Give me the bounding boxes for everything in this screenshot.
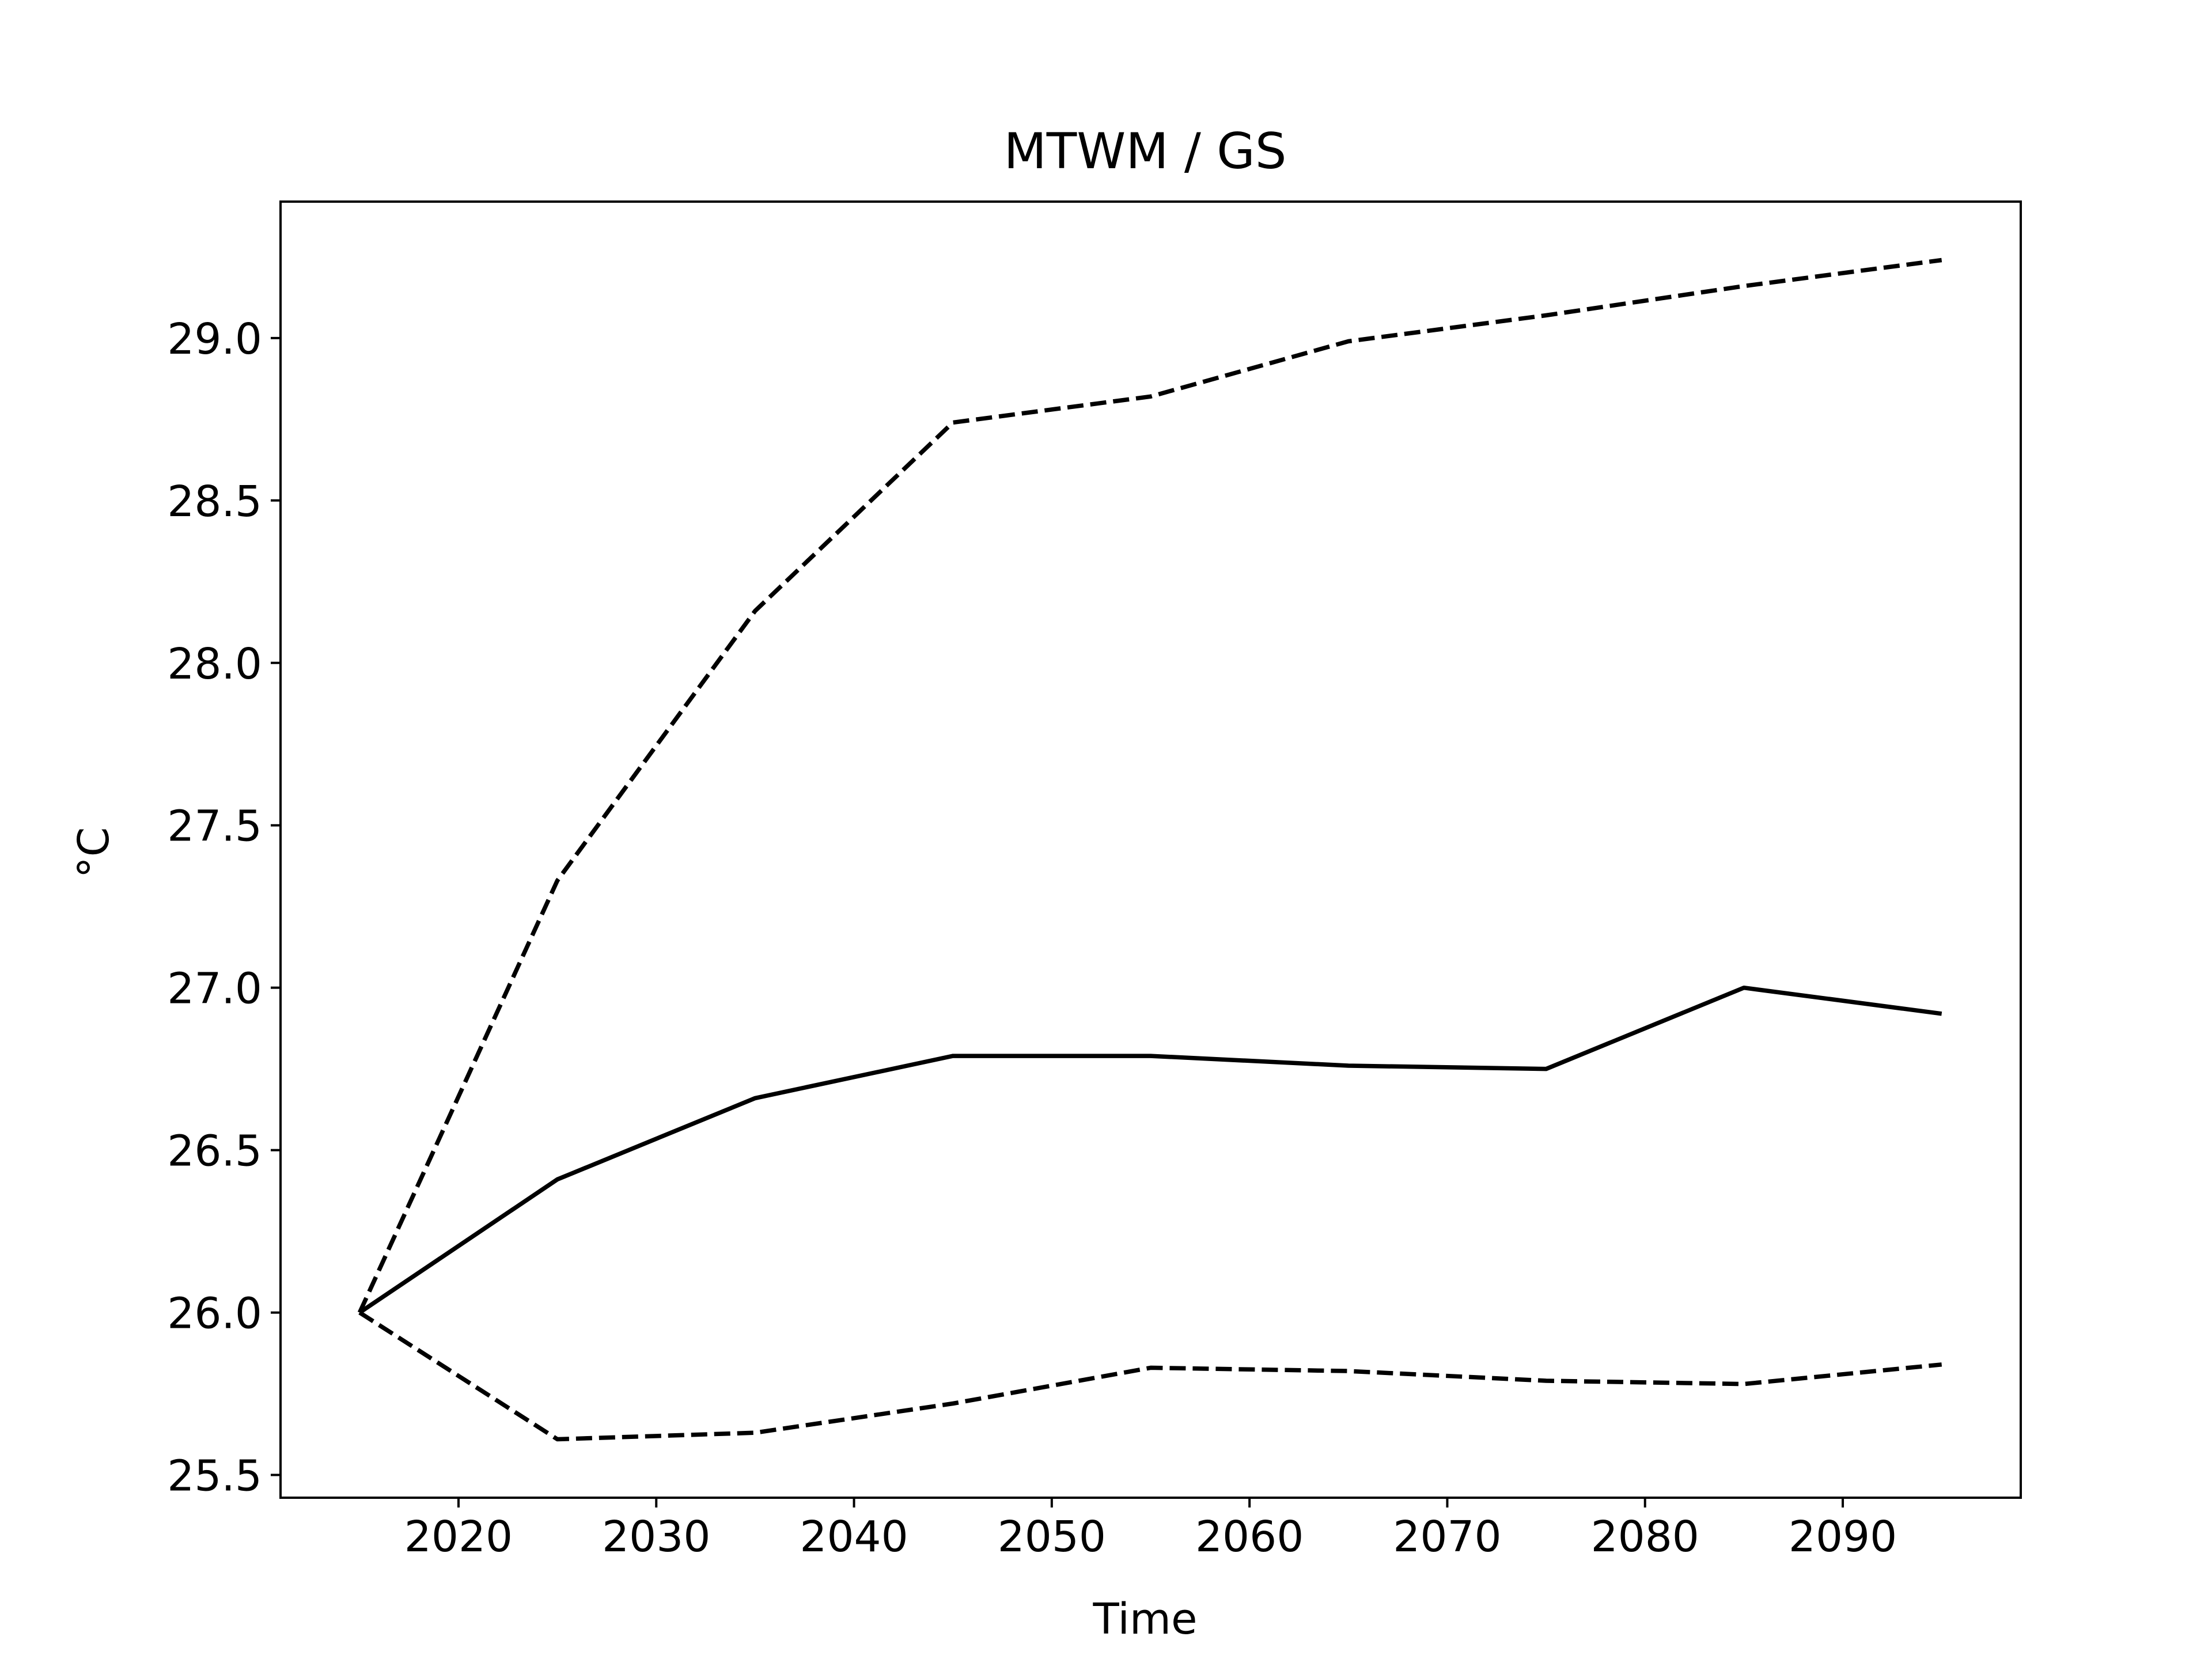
x-tick-label-2070: 2070 bbox=[1393, 1512, 1501, 1562]
y-tick-label-29: 29.0 bbox=[167, 315, 262, 364]
series-line-2 bbox=[357, 257, 1942, 1314]
y-tick-label-28.5: 28.5 bbox=[167, 477, 262, 527]
x-tick-label-2030: 2030 bbox=[602, 1512, 710, 1562]
y-tick-label-27: 27.0 bbox=[167, 964, 262, 1014]
x-axis-label: Time bbox=[1092, 1594, 1197, 1644]
chart-title: MTWM / GS bbox=[1004, 123, 1287, 180]
x-tick-label-2060: 2060 bbox=[1195, 1512, 1304, 1562]
y-tick-label-25.5: 25.5 bbox=[167, 1452, 262, 1501]
y-tick-label-26.5: 26.5 bbox=[167, 1127, 262, 1176]
x-tick-label-2040: 2040 bbox=[800, 1512, 908, 1562]
plot-area: 2020 2030 2040 2050 2060 2070 2080 2090 25.5 26.0… bbox=[167, 200, 2022, 1562]
x-tick-label-2080: 2080 bbox=[1591, 1512, 1699, 1562]
x-tick-label-2020: 2020 bbox=[404, 1512, 513, 1562]
y-tick-label-26: 26.0 bbox=[167, 1289, 262, 1339]
series-line-1 bbox=[358, 985, 1942, 1315]
y-axis-label: °C bbox=[69, 827, 119, 878]
plot-frame bbox=[279, 200, 2022, 1499]
series-line-3 bbox=[358, 1310, 1942, 1442]
y-tick-label-27.5: 27.5 bbox=[167, 802, 262, 851]
y-tick-label-28: 28.0 bbox=[167, 639, 262, 689]
x-tick-label-2050: 2050 bbox=[998, 1512, 1106, 1562]
x-tick-label-2090: 2090 bbox=[1789, 1512, 1897, 1562]
